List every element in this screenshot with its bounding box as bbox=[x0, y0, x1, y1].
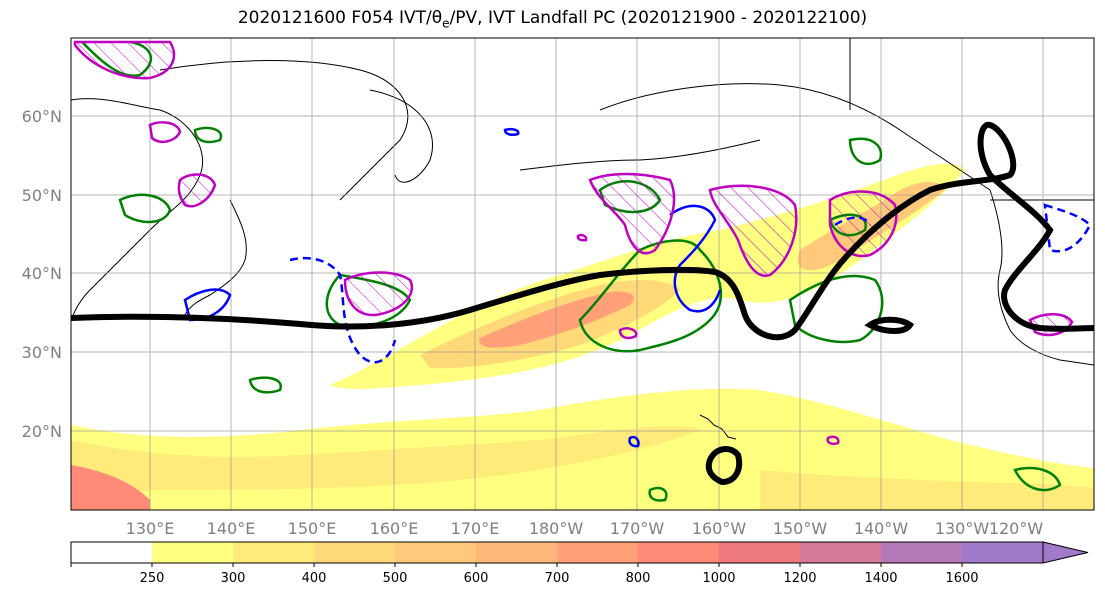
lon-label-140w: 140°W bbox=[854, 519, 909, 538]
lat-labels: 60°N 50°N 40°N 30°N 20°N bbox=[22, 107, 62, 441]
colorbar-segment bbox=[638, 542, 720, 563]
ivt-pc-lines bbox=[71, 121, 1094, 486]
pv-contour-5 bbox=[578, 239, 723, 353]
theta-e-contour-3 bbox=[669, 204, 722, 313]
colorbar-segment bbox=[557, 542, 639, 563]
lon-label-130e: 130°E bbox=[126, 519, 175, 538]
lon-label-170w: 170°W bbox=[610, 519, 665, 538]
coastline-na-west bbox=[989, 189, 1094, 366]
pv-contour-3 bbox=[193, 126, 223, 144]
colorbar-label: 500 bbox=[383, 571, 408, 586]
lon-label-140e: 140°E bbox=[207, 519, 256, 538]
lon-label-150w: 150°W bbox=[773, 519, 828, 538]
ivt-pc-line-loop-1 bbox=[864, 316, 915, 334]
ivt-pc-line-main bbox=[71, 121, 1094, 341]
ivt-band-max bbox=[479, 291, 634, 348]
colorbar-segment bbox=[476, 542, 558, 563]
theta-e-contour-6 bbox=[503, 127, 520, 137]
pc-contour-7 bbox=[828, 190, 898, 258]
pv-contour-7 bbox=[788, 274, 884, 344]
colorbar-segment bbox=[314, 542, 396, 563]
pc-contour-6 bbox=[708, 184, 798, 277]
pv-contour-12 bbox=[1013, 466, 1062, 492]
pc-contour-3 bbox=[177, 173, 217, 208]
coastline-aleutians bbox=[519, 139, 761, 171]
lon-labels: 130°E 140°E 150°E 160°E 170°E 180°W 170°… bbox=[126, 519, 1044, 538]
colorbar-extension bbox=[1042, 541, 1089, 564]
coastline-siberia bbox=[159, 60, 409, 201]
colorbar-label: 700 bbox=[545, 571, 570, 586]
lon-label-120w: 120°W bbox=[989, 519, 1044, 538]
coastline-japan bbox=[184, 199, 247, 316]
pc-contour-9 bbox=[618, 327, 638, 340]
pc-contour-1 bbox=[73, 40, 176, 80]
lat-label-50n: 50°N bbox=[22, 186, 62, 205]
colorbar-label: 400 bbox=[302, 571, 327, 586]
colorbar-label: 1200 bbox=[783, 571, 816, 586]
graticule bbox=[71, 38, 1094, 510]
lon-label-150e: 150°E bbox=[288, 519, 337, 538]
colorbar-segment bbox=[152, 542, 234, 563]
pv-contour-2 bbox=[118, 193, 172, 224]
colorbar-segment bbox=[719, 542, 801, 563]
colorbar-segment bbox=[395, 542, 477, 563]
lon-label-180w: 180°W bbox=[529, 519, 584, 538]
pc-contour-11 bbox=[576, 233, 588, 242]
pc-contour-5 bbox=[588, 172, 676, 255]
ivt-pc-line-loop-2 bbox=[705, 446, 743, 486]
pc-contours bbox=[73, 40, 1074, 446]
colorbar-label: 250 bbox=[140, 571, 165, 586]
colorbar-segment bbox=[71, 542, 153, 563]
colorbar-segment bbox=[233, 542, 315, 563]
pc-contour-4 bbox=[343, 271, 413, 317]
ivt-band-sw-max bbox=[71, 465, 150, 510]
colorbar: 250 300 400 500 600 700 800 1000 1200 1400 1600 bbox=[70, 541, 1089, 586]
lon-label-160w: 160°W bbox=[692, 519, 747, 538]
lon-label-170e: 170°E bbox=[451, 519, 500, 538]
lon-label-130w: 130°W bbox=[935, 519, 990, 538]
map-title: 2020121600 F054 IVT/θe/PV, IVT Landfall … bbox=[237, 8, 868, 31]
colorbar-label: 1000 bbox=[702, 571, 735, 586]
ivt-band-se bbox=[760, 470, 1094, 510]
ivt-band-south-inner bbox=[71, 425, 700, 495]
colorbar-segment bbox=[881, 542, 963, 563]
colorbar-label: 600 bbox=[464, 571, 489, 586]
theta-e-contour-1 bbox=[289, 256, 397, 364]
colorbar-label: 1400 bbox=[864, 571, 897, 586]
lon-label-160e: 160°E bbox=[370, 519, 419, 538]
pc-contour-2 bbox=[148, 121, 182, 144]
pc-contour-10 bbox=[826, 435, 840, 446]
colorbar-label: 300 bbox=[221, 571, 246, 586]
lat-label-40n: 40°N bbox=[22, 264, 62, 283]
lat-label-60n: 60°N bbox=[22, 107, 62, 126]
title-subscript: e bbox=[442, 16, 450, 31]
lat-label-20n: 20°N bbox=[22, 422, 62, 441]
theta-e-contour-5 bbox=[1043, 203, 1092, 253]
pv-contour-10 bbox=[248, 376, 282, 394]
map-frame bbox=[70, 37, 1095, 511]
colorbar-segment bbox=[962, 542, 1044, 563]
pv-contour-11 bbox=[648, 486, 668, 502]
coastline-kamchatka bbox=[369, 89, 433, 183]
coastline-hawaii bbox=[699, 414, 737, 440]
theta-e-contour-7 bbox=[628, 435, 640, 448]
coastline-alaska bbox=[599, 83, 991, 191]
colorbar-label: 1600 bbox=[945, 571, 978, 586]
colorbar-segment bbox=[800, 542, 882, 563]
pv-contour-9 bbox=[848, 137, 883, 166]
lat-label-30n: 30°N bbox=[22, 343, 62, 362]
colorbar-label: 800 bbox=[626, 571, 651, 586]
